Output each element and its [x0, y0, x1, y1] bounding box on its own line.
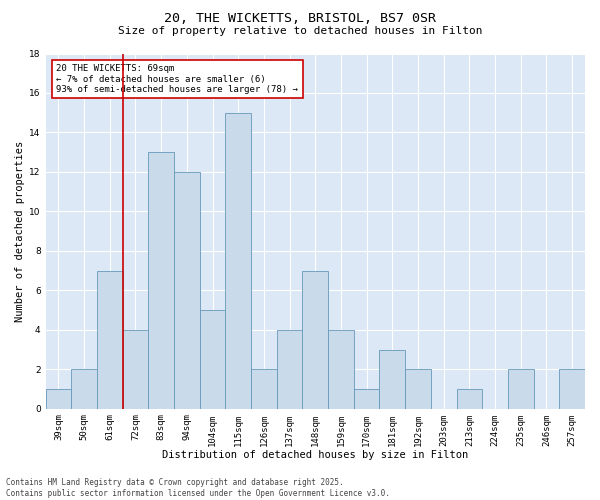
Bar — [174, 172, 200, 408]
Bar — [46, 389, 71, 408]
Bar — [302, 270, 328, 408]
Bar — [226, 112, 251, 408]
X-axis label: Distribution of detached houses by size in Filton: Distribution of detached houses by size … — [162, 450, 469, 460]
Bar — [457, 389, 482, 408]
Bar — [354, 389, 379, 408]
Text: 20, THE WICKETTS, BRISTOL, BS7 0SR: 20, THE WICKETTS, BRISTOL, BS7 0SR — [164, 12, 436, 26]
Bar — [277, 330, 302, 408]
Bar — [328, 330, 354, 408]
Bar — [148, 152, 174, 408]
Bar — [200, 310, 226, 408]
Text: Size of property relative to detached houses in Filton: Size of property relative to detached ho… — [118, 26, 482, 36]
Bar — [251, 370, 277, 408]
Bar — [122, 330, 148, 408]
Bar — [405, 370, 431, 408]
Y-axis label: Number of detached properties: Number of detached properties — [15, 140, 25, 322]
Bar — [508, 370, 533, 408]
Bar — [559, 370, 585, 408]
Text: Contains HM Land Registry data © Crown copyright and database right 2025.
Contai: Contains HM Land Registry data © Crown c… — [6, 478, 390, 498]
Bar — [379, 350, 405, 408]
Text: 20 THE WICKETTS: 69sqm
← 7% of detached houses are smaller (6)
93% of semi-detac: 20 THE WICKETTS: 69sqm ← 7% of detached … — [56, 64, 298, 94]
Bar — [71, 370, 97, 408]
Bar — [97, 270, 122, 408]
